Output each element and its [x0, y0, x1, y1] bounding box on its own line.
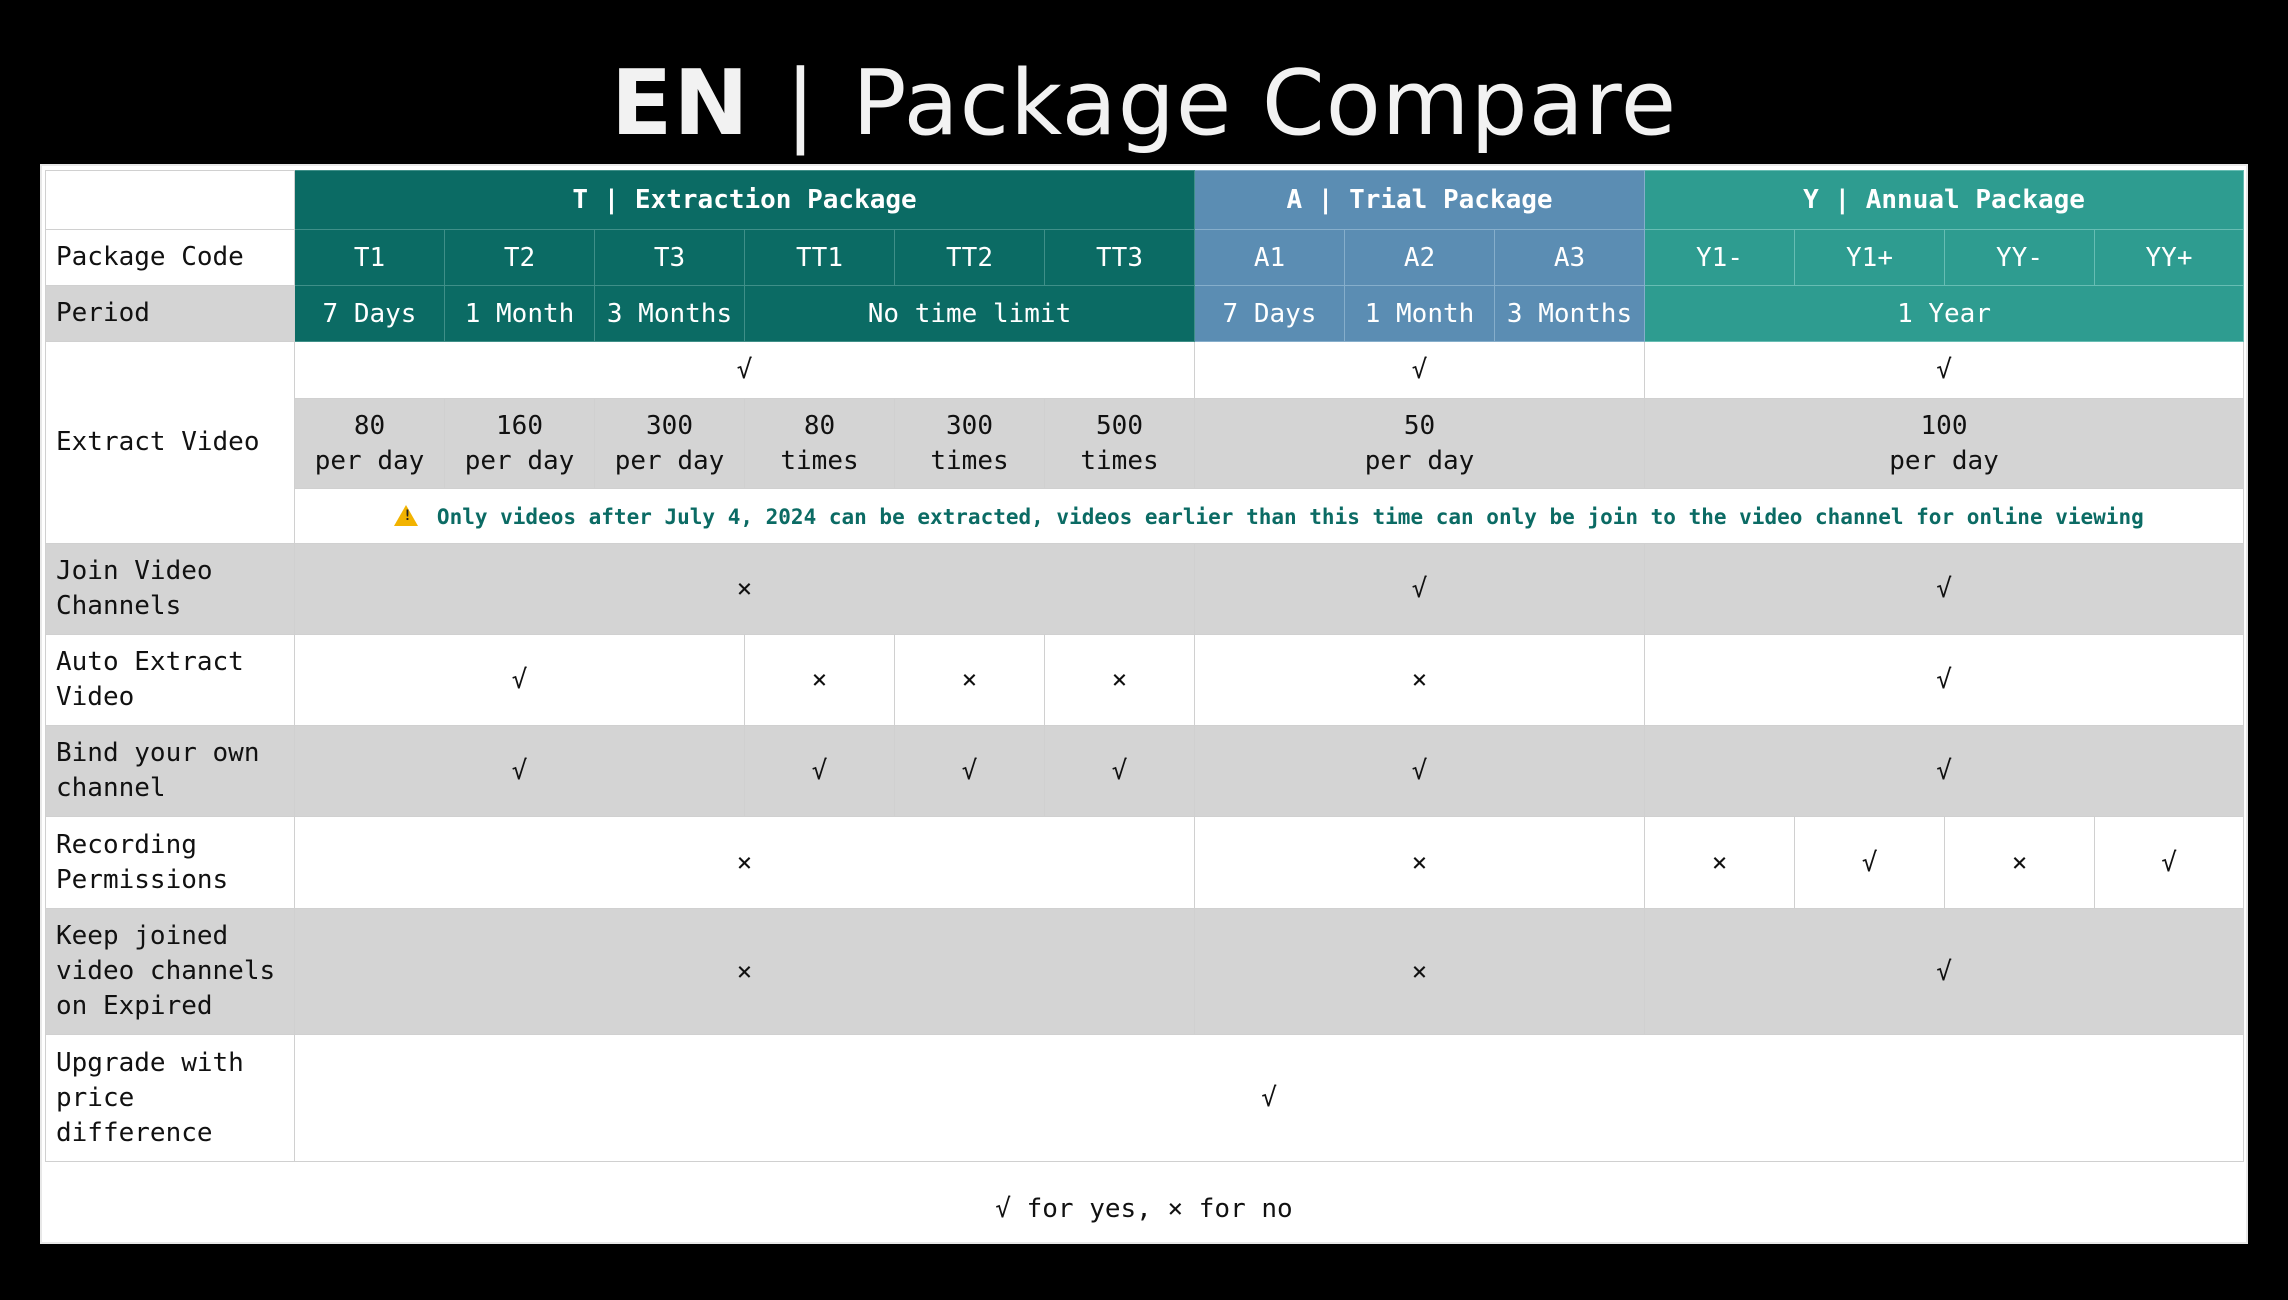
code-y1-plus: Y1+: [1794, 229, 1946, 286]
auto-tt3: ×: [1044, 634, 1195, 726]
period-a1: 7 Days: [1194, 285, 1345, 342]
extract-notice-row: Only videos after July 4, 2024 can be ex…: [46, 488, 2245, 544]
period-t3: 3 Months: [594, 285, 745, 342]
bind-row: Bind your own channel √ √ √ √ √ √: [45, 725, 2245, 817]
extract-a-check: √: [1193, 341, 1646, 399]
period-a2: 1 Month: [1344, 285, 1495, 342]
period-t1: 7 Days: [294, 285, 445, 342]
limit-y: 100 per day: [1644, 398, 2245, 489]
limit-tt3: 500 times: [1044, 398, 1195, 489]
bind-t: √: [294, 725, 745, 817]
package-compare-table: T | Extraction Package A | Trial Package…: [45, 170, 2245, 1162]
limit-tt2: 300 times: [894, 398, 1045, 489]
title-text: Package Compare: [852, 51, 1678, 156]
rec-yy-plus: √: [2094, 816, 2245, 909]
join-row: Join Video Channels × √ √: [45, 543, 2245, 635]
period-row: Period 7 Days 1 Month 3 Months No time l…: [45, 285, 2245, 342]
auto-row: Auto Extract Video √ × × × × √: [45, 634, 2245, 726]
code-t1: T1: [294, 229, 445, 286]
code-tt2: TT2: [894, 229, 1045, 286]
group-header-row: T | Extraction Package A | Trial Package…: [45, 170, 2245, 230]
period-t2: 1 Month: [444, 285, 595, 342]
bind-tt1: √: [744, 725, 895, 817]
warning-icon: [394, 505, 419, 526]
limit-tt1: 80 times: [744, 398, 895, 489]
extract-notice: Only videos after July 4, 2024 can be ex…: [293, 488, 2245, 544]
code-t2: T2: [444, 229, 595, 286]
code-t3: T3: [594, 229, 745, 286]
corner-cell: [45, 170, 295, 230]
group-t-header: T | Extraction Package: [294, 170, 1195, 230]
bind-a: √: [1193, 725, 1646, 817]
row-label-bind-channel: Bind your own channel: [45, 725, 295, 817]
keep-t: ×: [294, 908, 1195, 1035]
package-code-row: Package Code T1 T2 T3 TT1 TT2 TT3 A1 A2 …: [45, 229, 2245, 286]
join-a: √: [1193, 543, 1646, 635]
row-label-recording: Recording Permissions: [45, 816, 295, 909]
group-y-header: Y | Annual Package: [1644, 170, 2245, 230]
extract-y-check: √: [1644, 341, 2245, 399]
row-label-upgrade: Upgrade with price difference: [45, 1034, 295, 1162]
limit-t2: 160 per day: [444, 398, 595, 489]
keep-y: √: [1644, 908, 2245, 1035]
period-a3: 3 Months: [1493, 285, 1646, 342]
auto-a: ×: [1193, 634, 1646, 726]
code-a3: A3: [1493, 229, 1646, 286]
auto-tt1: ×: [744, 634, 895, 726]
row-label-period: Period: [45, 285, 295, 342]
row-label-auto-extract: Auto Extract Video: [45, 634, 295, 726]
bind-tt2: √: [894, 725, 1045, 817]
limit-t1: 80 per day: [294, 398, 445, 489]
upgrade-all: √: [293, 1034, 2245, 1162]
legend-footer: √ for yes, × for no: [995, 1194, 1293, 1224]
row-label-package-code: Package Code: [45, 229, 295, 286]
code-a1: A1: [1194, 229, 1345, 286]
rec-a: ×: [1193, 816, 1646, 909]
limit-t3: 300 per day: [594, 398, 745, 489]
row-label-join-channels: Join Video Channels: [45, 543, 295, 635]
keep-a: ×: [1193, 908, 1646, 1035]
auto-y: √: [1644, 634, 2245, 726]
rec-y1-minus: ×: [1644, 816, 1796, 909]
extract-notice-text: Only videos after July 4, 2024 can be ex…: [436, 505, 2144, 529]
title-separator: |: [785, 51, 817, 156]
bind-y: √: [1644, 725, 2245, 817]
auto-t: √: [294, 634, 745, 726]
join-t: ×: [294, 543, 1195, 635]
extract-check-row: Extract Video √ √ √: [45, 341, 2245, 544]
extract-limit-row: 80 per day 160 per day 300 per day 80 times …: [46, 398, 2245, 489]
recording-row: Recording Permissions × × × √ × √: [45, 816, 2245, 909]
code-y1-minus: Y1-: [1644, 229, 1796, 286]
code-yy-plus: YY+: [2094, 229, 2245, 286]
code-yy-minus: YY-: [1944, 229, 2096, 286]
code-tt3: TT3: [1044, 229, 1195, 286]
rec-y1-plus: √: [1794, 816, 1946, 909]
compare-table-frame: T | Extraction Package A | Trial Package…: [40, 164, 2248, 1244]
keep-row: Keep joined video channels on Expired × …: [45, 908, 2245, 1035]
row-label-keep-joined: Keep joined video channels on Expired: [45, 908, 295, 1035]
group-a-header: A | Trial Package: [1193, 170, 1646, 230]
title-lang: EN: [610, 51, 750, 156]
upgrade-row: Upgrade with price difference √: [45, 1034, 2245, 1162]
code-a2: A2: [1344, 229, 1495, 286]
rec-yy-minus: ×: [1944, 816, 2096, 909]
period-tt: No time limit: [744, 285, 1195, 342]
rec-t: ×: [294, 816, 1195, 909]
limit-a: 50 per day: [1193, 398, 1646, 489]
extract-t-check: √: [294, 341, 1195, 399]
join-y: √: [1644, 543, 2245, 635]
bind-tt3: √: [1044, 725, 1195, 817]
period-y: 1 Year: [1644, 285, 2245, 342]
page-title: EN | Package Compare: [0, 52, 2288, 156]
code-tt1: TT1: [744, 229, 895, 286]
auto-tt2: ×: [894, 634, 1045, 726]
row-label-extract-video: Extract Video: [45, 341, 295, 544]
